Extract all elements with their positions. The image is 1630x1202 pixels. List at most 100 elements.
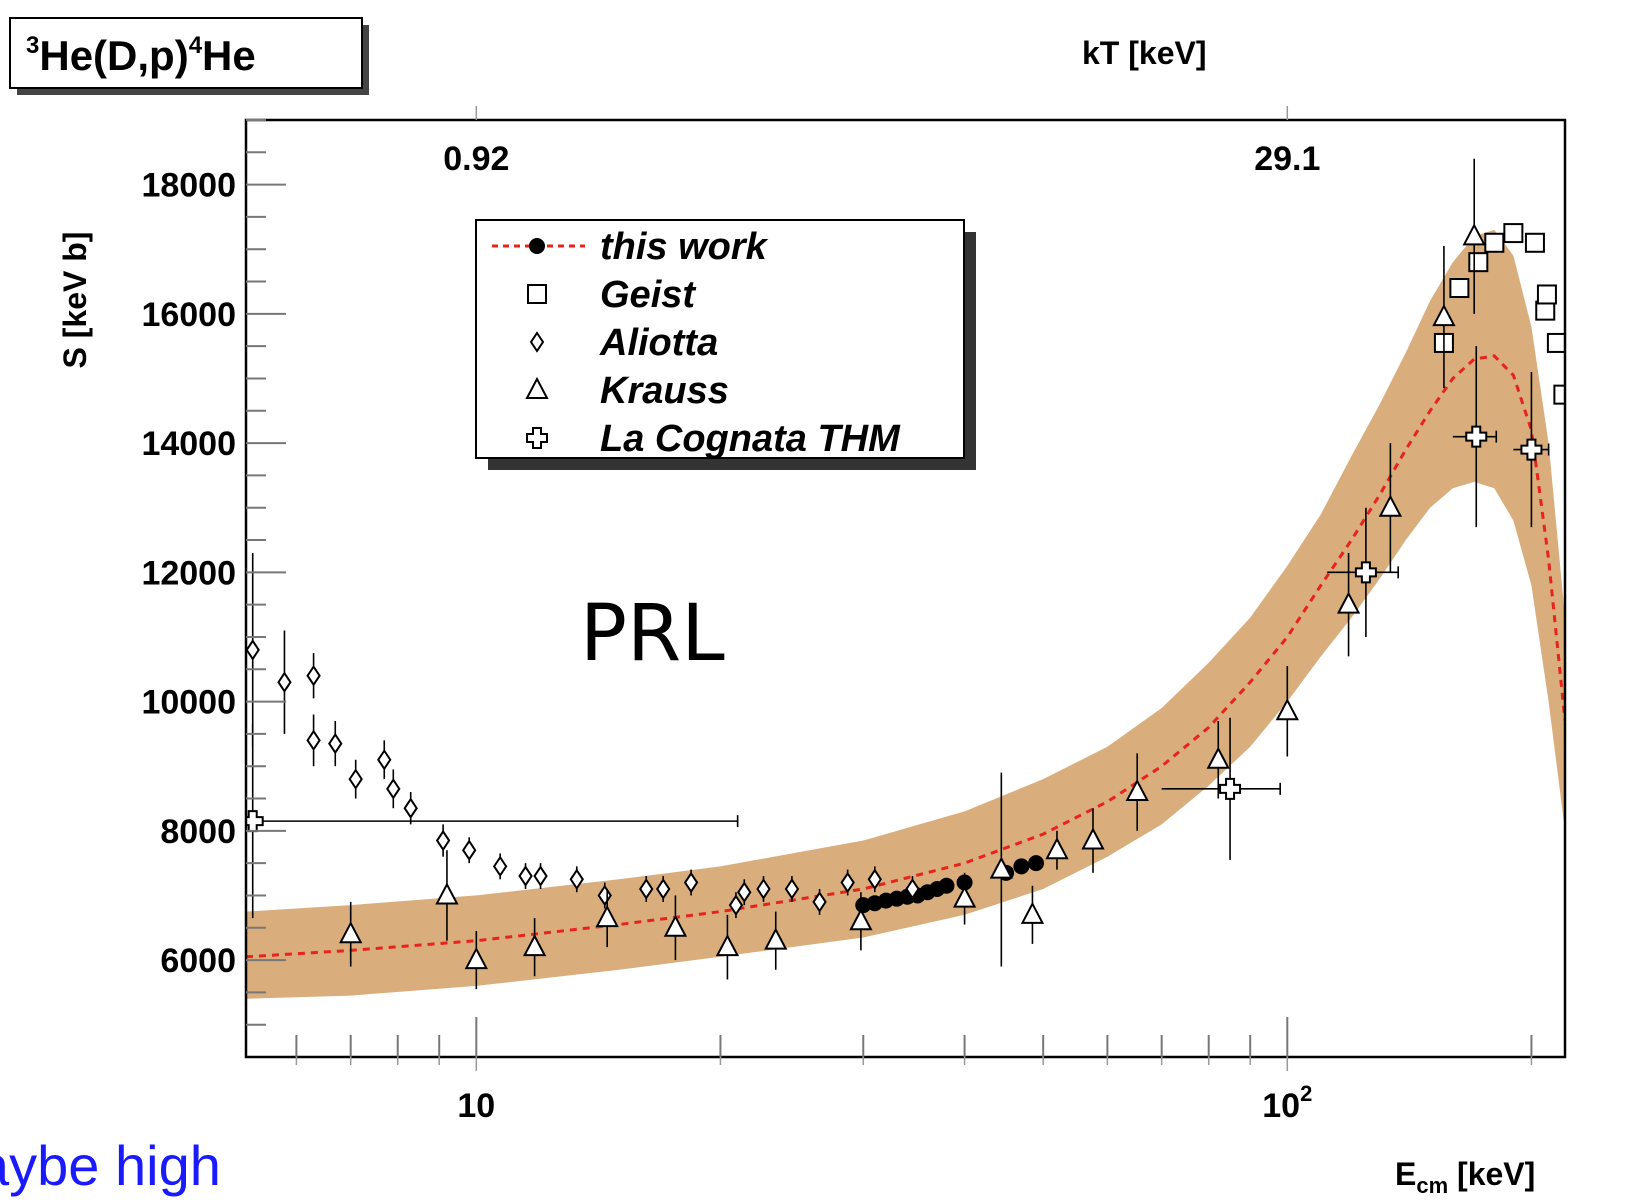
data-point-aliotta (728, 894, 744, 916)
data-point-geist (1536, 284, 1557, 305)
x-tick-sup: 2 (1300, 1081, 1312, 1106)
x-tick-base: 10 (1262, 1087, 1300, 1125)
data-point-krauss (339, 921, 363, 944)
title-part-b: He (202, 32, 256, 79)
data-point-aliotta (840, 871, 855, 894)
plot-frame (244, 118, 1567, 1059)
data-point-aliotta (403, 797, 418, 820)
y-tick-label: 18000 (141, 167, 236, 205)
data-point-geist (1588, 547, 1606, 565)
data-point-la-cognata-thm (1520, 438, 1543, 461)
x-label-main: E (1395, 1156, 1416, 1192)
data-point-aliotta (306, 729, 321, 752)
data-point-aliotta (683, 871, 699, 894)
data-point-aliotta (492, 855, 508, 878)
fit-curve (246, 354, 1565, 959)
data-point-this-work (1013, 858, 1030, 875)
data-point-la-cognata-thm (1577, 401, 1597, 421)
top-tick-label: 29.1 (1254, 140, 1320, 178)
data-point-krauss (1336, 591, 1361, 614)
data-point-geist (1524, 232, 1545, 253)
corner-note-text: aybe high (0, 1134, 221, 1197)
x-axis-label: Ecm [keV] (1395, 1156, 1535, 1198)
series-krauss (339, 158, 1486, 990)
y-tick-label: 16000 (141, 296, 236, 334)
top-tick-label: 0.92 (443, 140, 509, 178)
data-point-krauss (1125, 778, 1149, 802)
data-point-geist (1484, 232, 1505, 253)
data-point-aliotta (533, 865, 548, 887)
prl-overlay-text: PRL (580, 589, 725, 679)
legend-box (475, 219, 965, 459)
data-point-krauss (989, 856, 1013, 879)
data-point-krauss (1081, 827, 1105, 850)
data-point-this-work (938, 877, 955, 894)
data-point-aliotta (377, 748, 392, 771)
plot-clip-group (246, 158, 1610, 999)
x-label-sub: cm (1416, 1173, 1448, 1198)
data-point-geist (1567, 444, 1585, 462)
data-point-aliotta (435, 829, 451, 852)
data-point-aliotta (461, 839, 477, 862)
series-aliotta (246, 552, 920, 919)
x-tick-label: 10 (457, 1087, 495, 1125)
title-sup-4: 4 (189, 32, 203, 59)
legend-marker-cross (526, 427, 548, 449)
data-point-this-work (1028, 855, 1045, 872)
y-tick-label: 10000 (141, 684, 236, 722)
data-point-krauss (1206, 746, 1230, 769)
data-point-aliotta (905, 878, 920, 900)
data-point-krauss (464, 946, 488, 970)
data-point-aliotta (518, 865, 533, 887)
data-point-aliotta (386, 778, 401, 800)
legend-marker-this-work (529, 238, 545, 254)
data-point-la-cognata-thm (1587, 491, 1607, 511)
top-axis-label: kT [keV] (1082, 35, 1206, 71)
legend-label: La Cognata THM (600, 418, 901, 460)
series-this-work (855, 855, 1045, 914)
data-point-krauss (595, 904, 619, 928)
x-tick-label: 102 (1262, 1081, 1312, 1125)
data-point-krauss (522, 933, 547, 957)
legend-label: this work (600, 226, 769, 268)
legend-label: Aliotta (599, 322, 718, 364)
chart-title: 3He(D,p)4He (26, 32, 256, 79)
data-point-aliotta (348, 768, 363, 790)
data-point-krauss (952, 885, 977, 908)
data-point-krauss (663, 914, 688, 937)
data-point-krauss (1378, 494, 1403, 517)
data-point-aliotta (784, 878, 800, 900)
data-point-krauss (849, 908, 873, 931)
data-point-aliotta (328, 732, 343, 755)
series-la-cognata-thm (246, 346, 1607, 919)
data-point-aliotta (756, 878, 771, 900)
data-point-geist (1553, 384, 1565, 405)
data-point-aliotta (867, 868, 883, 891)
data-point-krauss (715, 933, 740, 957)
data-point-la-cognata-thm (1219, 777, 1242, 800)
data-point-la-cognata-thm (1354, 561, 1377, 584)
data-point-geist (1546, 332, 1565, 353)
plot-area (246, 158, 1610, 999)
data-point-krauss (1462, 223, 1486, 246)
data-point-geist (1468, 252, 1489, 273)
data-point-la-cognata-thm (1465, 425, 1488, 448)
y-tick-label: 8000 (160, 813, 236, 851)
data-point-krauss (435, 882, 459, 905)
x-tick-base: 10 (457, 1087, 495, 1125)
data-point-krauss (1275, 698, 1299, 721)
legend-label: Geist (600, 274, 696, 316)
legend-marker-diamond (529, 331, 545, 353)
data-point-aliotta (737, 881, 752, 904)
data-point-geist (1592, 615, 1610, 633)
chart-title-box: 3He(D,p)4He (9, 17, 369, 95)
y-tick-label: 6000 (160, 942, 236, 980)
data-point-krauss (1045, 837, 1069, 860)
data-point-krauss (1432, 303, 1456, 327)
title-part-a: He(D,p) (39, 32, 188, 79)
data-point-aliotta (246, 639, 260, 661)
legend: this work Geist Aliotta Krauss La Cognata TH… (475, 219, 976, 470)
legend-marker-square (527, 284, 547, 304)
